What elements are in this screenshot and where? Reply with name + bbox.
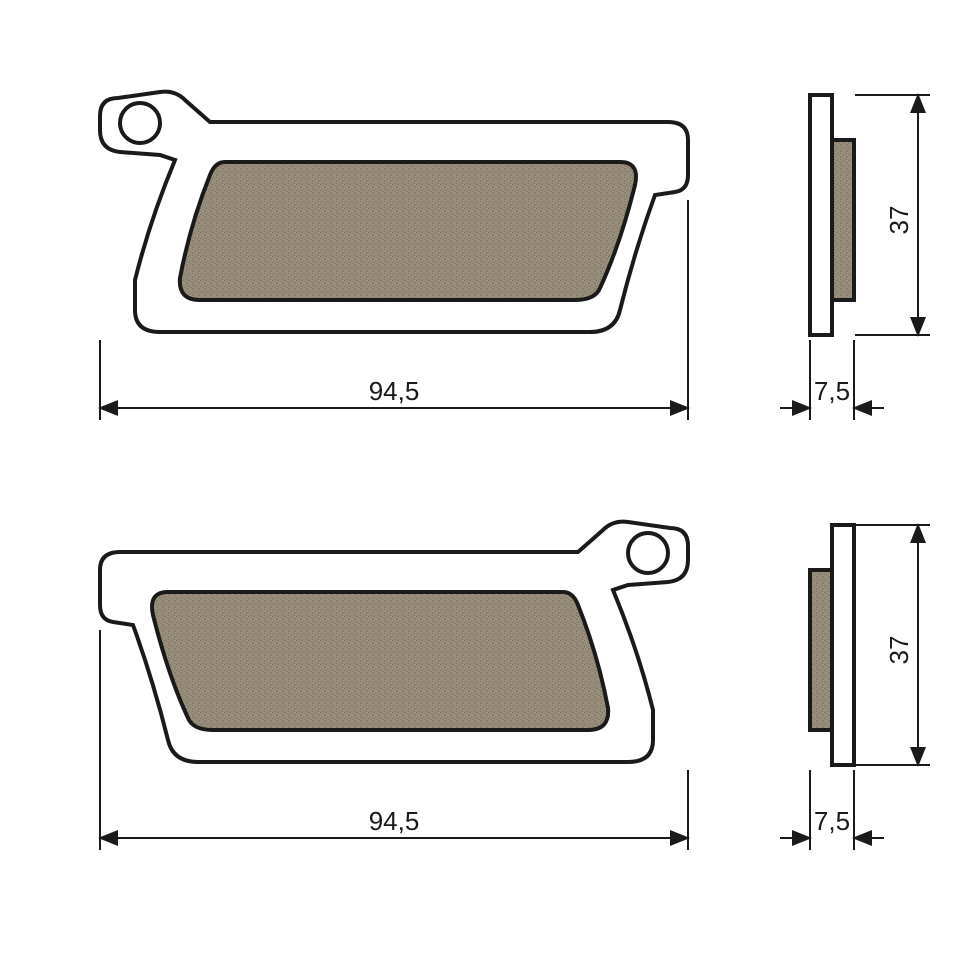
dim-top-thickness-label: 7,5 xyxy=(814,376,850,406)
dim-bottom-height-label: 37 xyxy=(884,636,914,665)
brake-pad-diagram: 94,5 37 7,5 94,5 xyxy=(0,0,960,960)
pad-bottom-friction xyxy=(152,592,608,730)
pad-top-friction xyxy=(180,162,636,300)
pad-top-hole xyxy=(120,103,160,143)
pad-top-group: 94,5 37 7,5 xyxy=(100,92,930,420)
pad-bottom-hole xyxy=(628,533,668,573)
pad-bottom-group: 94,5 37 7,5 xyxy=(100,522,930,850)
dim-bottom-thickness-label: 7,5 xyxy=(814,806,850,836)
pad-bottom-sideview xyxy=(810,525,854,765)
pad-top-sideview xyxy=(810,95,854,335)
dim-top-width-label: 94,5 xyxy=(369,376,420,406)
dim-bottom-width-label: 94,5 xyxy=(369,806,420,836)
dim-top-height-label: 37 xyxy=(884,206,914,235)
